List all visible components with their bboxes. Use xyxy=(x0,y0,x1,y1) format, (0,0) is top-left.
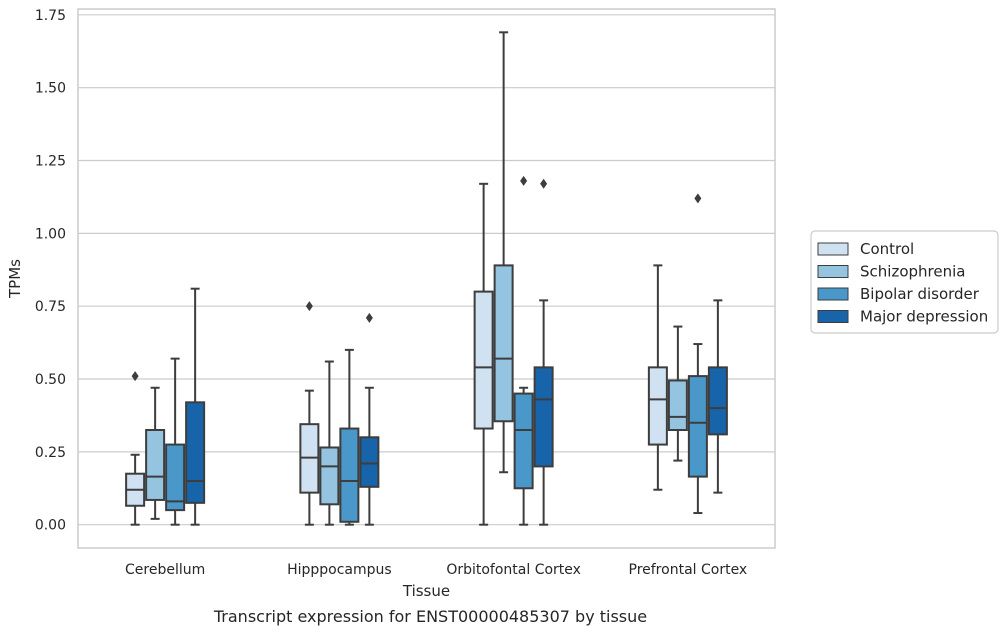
outlier-point xyxy=(365,312,373,323)
legend-label: Schizophrenia xyxy=(860,263,965,281)
box-1-1 xyxy=(319,360,340,526)
box-2-1 xyxy=(493,31,514,474)
box-3-0 xyxy=(647,264,668,491)
box-0-0 xyxy=(125,371,146,526)
y-tick-label: 1.75 xyxy=(35,8,66,24)
box-body xyxy=(319,446,340,506)
box-body xyxy=(687,375,708,478)
y-tick-label: 1.25 xyxy=(35,154,66,170)
box-body xyxy=(647,366,668,446)
box-3-3 xyxy=(707,299,728,494)
plot-frame xyxy=(77,8,776,549)
outlier-point xyxy=(520,175,528,186)
legend: Control Schizophrenia Bipolar disorder Majo… xyxy=(810,230,999,334)
box-0-3 xyxy=(185,287,206,526)
legend-swatch xyxy=(817,242,849,256)
x-tick-label: Cerebellum xyxy=(125,562,205,578)
box-1-2 xyxy=(339,348,360,526)
box-body xyxy=(707,366,728,436)
box-body xyxy=(359,436,380,488)
legend-frame xyxy=(810,230,999,334)
legend-swatch xyxy=(817,287,849,301)
y-tick-label: 1.50 xyxy=(35,81,66,97)
legend-item: Schizophrenia xyxy=(817,263,965,281)
x-tick-label: Prefrontal Cortex xyxy=(629,562,748,578)
outlier-point xyxy=(305,301,313,312)
box-0-1 xyxy=(145,386,166,520)
x-tick-label: Orbitofontal Cortex xyxy=(446,562,581,578)
box-1-3 xyxy=(359,312,380,526)
legend-swatch xyxy=(817,265,849,278)
legend-swatch xyxy=(817,310,849,323)
box-body xyxy=(339,427,360,523)
y-tick-label: 0.75 xyxy=(35,299,66,315)
y-tick-label: 0.50 xyxy=(35,372,66,388)
outlier-point xyxy=(131,371,139,382)
box-body xyxy=(473,290,494,430)
legend-item: Major depression xyxy=(817,308,988,326)
legend-label: Major depression xyxy=(860,308,988,326)
box-1-0 xyxy=(299,301,320,526)
box-layer xyxy=(125,31,728,526)
box-body xyxy=(493,264,514,423)
box-2-0 xyxy=(473,182,494,526)
box-3-1 xyxy=(667,325,688,462)
box-body xyxy=(145,429,166,501)
outlier-point xyxy=(694,193,702,204)
box-0-2 xyxy=(165,357,186,526)
y-tick-label: 1.00 xyxy=(35,226,66,242)
y-tick-labels: 0.00 0.25 0.50 0.75 1.00 1.25 1.50 1.75 xyxy=(35,8,66,534)
box-body xyxy=(185,401,206,504)
y-tick-label: 0.25 xyxy=(35,445,66,461)
x-tick-label: Hipppocampus xyxy=(287,562,392,578)
box-2-3 xyxy=(533,178,554,526)
y-tick-label: 0.00 xyxy=(35,518,66,534)
box-body xyxy=(165,443,186,512)
legend-label: Bipolar disorder xyxy=(860,285,980,303)
legend-item: Bipolar disorder xyxy=(817,285,980,303)
y-axis-label: TPMs xyxy=(6,259,24,299)
outlier-point xyxy=(540,178,548,189)
box-body xyxy=(513,392,534,490)
box-2-2 xyxy=(513,175,534,526)
box-body xyxy=(667,379,688,432)
x-axis-label: Tissue xyxy=(402,582,450,600)
legend-item: Control xyxy=(817,240,914,258)
box-body xyxy=(533,366,554,468)
x-tick-labels: Cerebellum Hipppocampus Orbitofontal Corte… xyxy=(125,562,747,578)
chart-caption: Transcript expression for ENST0000048530… xyxy=(213,607,647,626)
legend-label: Control xyxy=(860,240,914,258)
box-3-2 xyxy=(687,193,708,515)
